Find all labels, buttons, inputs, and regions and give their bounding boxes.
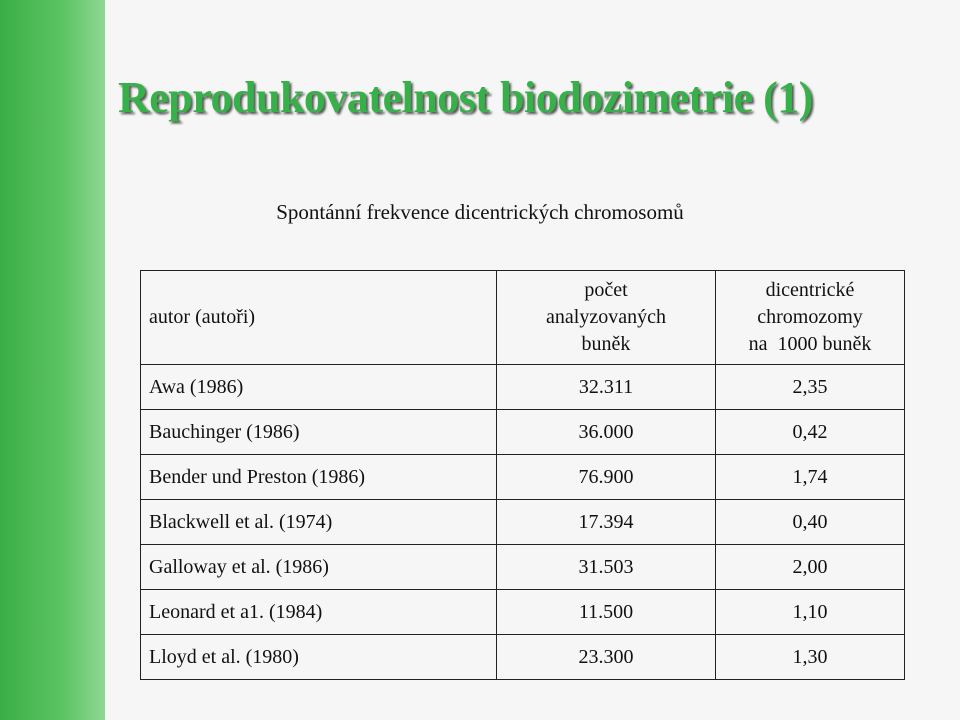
side-bar	[0, 0, 105, 720]
table-cell: 1,74	[715, 454, 905, 500]
table-row: Lloyd et al. (1980) 23.300 1,30	[140, 634, 905, 680]
table-cell: Bauchinger (1986)	[140, 409, 497, 455]
header-line: buněk	[581, 333, 631, 355]
header-line: autor (autoři)	[149, 306, 256, 328]
table-row: Awa (1986) 32.311 2,35	[140, 364, 905, 410]
header-cell: dicentrické chromozomy na 1000 buněk	[715, 270, 905, 365]
header-line: počet	[584, 279, 628, 301]
table-cell: 31.503	[496, 544, 716, 590]
table-cell: Blackwell et al. (1974)	[140, 499, 497, 545]
header-line: na 1000 buněk	[748, 333, 872, 355]
table-cell: 11.500	[496, 589, 716, 635]
table-row: Bauchinger (1986) 36.000 0,42	[140, 409, 905, 455]
header-row: autor (autoři) počet analyzovaných buněk dic…	[140, 270, 905, 365]
subtitle: Spontánní frekvence dicentrických chromo…	[276, 200, 684, 224]
table-cell: Bender und Preston (1986)	[140, 454, 497, 500]
table-cell: Lloyd et al. (1980)	[140, 634, 497, 680]
header-line: chromozomy	[757, 306, 863, 328]
header-line: dicentrické	[765, 279, 855, 301]
table-cell: 76.900	[496, 454, 716, 500]
table-row: Leonard et a1. (1984) 11.500 1,10	[140, 589, 905, 635]
table-cell: 2,35	[715, 364, 905, 410]
table-cell: 23.300	[496, 634, 716, 680]
title: Reprodukovatelnost biodozimetrie (1)	[118, 73, 813, 122]
table-cell: 0,40	[715, 499, 905, 545]
header-line: analyzovaných	[546, 306, 666, 328]
table-cell: Awa (1986)	[140, 364, 497, 410]
table-cell: 0,42	[715, 409, 905, 455]
table-row: Blackwell et al. (1974) 17.394 0,40	[140, 499, 905, 545]
table-row: Galloway et al. (1986) 31.503 2,00	[140, 544, 905, 590]
table-cell: 17.394	[496, 499, 716, 545]
table-cell: 36.000	[496, 409, 716, 455]
table-cell: 1,30	[715, 634, 905, 680]
header-cell: autor (autoři)	[140, 270, 497, 365]
table-body: autor (autoři) počet analyzovaných buněk dic…	[140, 270, 905, 680]
table-cell: Galloway et al. (1986)	[140, 544, 497, 590]
table-cell: 2,00	[715, 544, 905, 590]
table-cell: Leonard et a1. (1984)	[140, 589, 497, 635]
table-row: Bender und Preston (1986) 76.900 1,74	[140, 454, 905, 500]
header-cell: počet analyzovaných buněk	[496, 270, 716, 365]
table-cell: 32.311	[496, 364, 716, 410]
table: autor (autoři) počet analyzovaných buněk dic…	[140, 270, 905, 680]
table-cell: 1,10	[715, 589, 905, 635]
